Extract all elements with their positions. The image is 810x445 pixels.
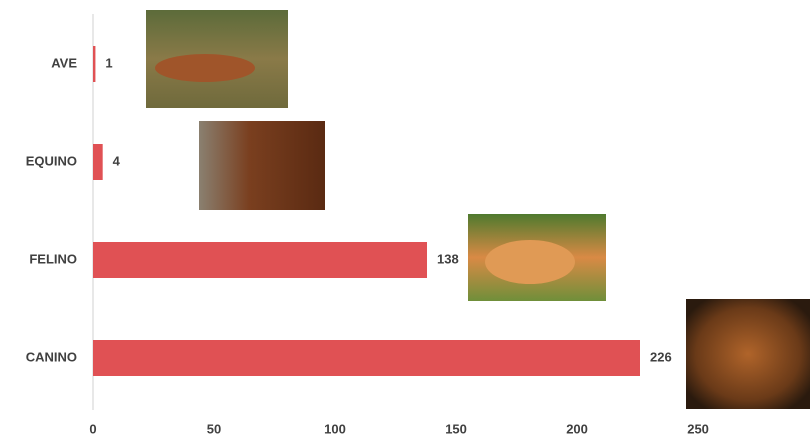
value-label: 4 [113, 153, 121, 168]
y-tick-label: EQUINO [26, 153, 77, 168]
x-tick-label: 100 [324, 421, 346, 436]
value-label: 138 [437, 251, 459, 266]
y-tick-label: CANINO [26, 349, 77, 364]
x-tick-label: 50 [207, 421, 221, 436]
y-tick-label: FELINO [29, 251, 77, 266]
bar [93, 242, 428, 278]
bar [93, 340, 640, 376]
photo [686, 299, 810, 409]
photo [199, 121, 325, 210]
photo-detail [485, 240, 575, 284]
bar [93, 46, 96, 82]
x-tick-label: 0 [89, 421, 96, 436]
x-tick-label: 200 [566, 421, 588, 436]
value-label: 1 [105, 55, 112, 70]
x-tick-label: 150 [445, 421, 467, 436]
bar [93, 144, 103, 180]
photo-detail [155, 54, 255, 82]
value-label: 226 [650, 349, 672, 364]
x-tick-label: 250 [687, 421, 709, 436]
y-tick-label: AVE [51, 55, 77, 70]
